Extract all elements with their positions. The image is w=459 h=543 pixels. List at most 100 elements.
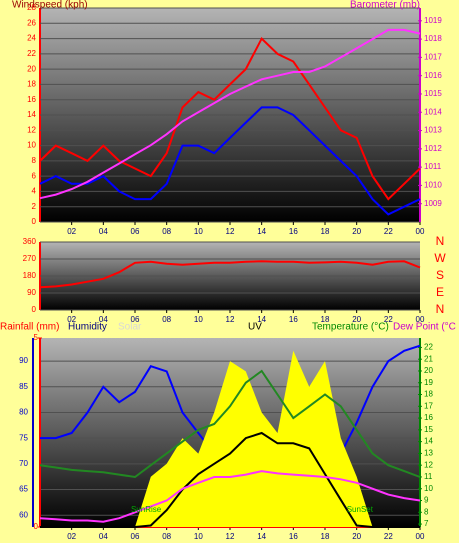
x-tick-label: 08	[162, 315, 171, 324]
y2-tick-label: 7	[424, 519, 429, 528]
x-tick-label: 02	[67, 532, 76, 541]
y-tick-label: 85	[19, 382, 28, 391]
legend-entry: Humidity	[68, 322, 107, 333]
y-tick-label: 75	[19, 433, 28, 442]
y2-tick-label: 11	[424, 472, 433, 481]
x-tick-label: 16	[289, 315, 298, 324]
y-tick-label: 22	[27, 49, 36, 58]
x-tick-label: 06	[131, 315, 140, 324]
x-tick-label: 12	[226, 227, 235, 236]
legend-entry: Rainfall (mm)	[0, 322, 59, 333]
y2-tick-label: 1017	[424, 52, 442, 61]
y-tick-label: 70	[19, 459, 28, 468]
y-tick-label: 0	[32, 305, 37, 314]
x-tick-label: 22	[384, 315, 393, 324]
y2-tick-label: 14	[424, 437, 433, 446]
annotation: SunSet	[347, 505, 374, 514]
series-line	[39, 369, 421, 479]
series-line	[39, 260, 421, 289]
y2-tick-label: 1013	[424, 126, 442, 135]
x-tick-label: 12	[226, 315, 235, 324]
y2-tick-label: 1014	[424, 107, 442, 116]
y-tick-label: 8	[32, 156, 37, 165]
y2-tick-label: 8	[424, 507, 429, 516]
x-tick-label: 20	[352, 315, 361, 324]
x-tick-label: 14	[257, 315, 266, 324]
series-line	[40, 431, 420, 528]
y2-tick-label: 1019	[424, 16, 442, 25]
x-tick-label: 08	[162, 532, 171, 541]
annotation: SunRise	[131, 505, 162, 514]
x-tick-label: 06	[131, 532, 140, 541]
x-tick-label: 00	[416, 532, 425, 541]
y2-tick-label: 17	[424, 401, 433, 410]
y2-tick-label: W	[434, 251, 446, 265]
y2-tick-label: 1016	[424, 71, 442, 80]
y-tick-label: 10	[27, 141, 36, 150]
x-tick-label: 10	[194, 315, 203, 324]
legend-entry: Solar	[118, 322, 142, 333]
y-tick-label: 2	[32, 202, 37, 211]
x-tick-label: 06	[131, 227, 140, 236]
series-line	[39, 36, 421, 201]
legend-entry: Dew Point (°C	[393, 322, 456, 333]
y2-tick-label: N	[436, 234, 445, 248]
series-line	[39, 470, 421, 523]
y-tick-label: 65	[19, 485, 28, 494]
y2-tick-label: 22	[424, 343, 433, 352]
y-tick-label: 90	[27, 288, 36, 297]
y2-tick-label: 1015	[424, 89, 442, 98]
x-tick-label: 02	[67, 227, 76, 236]
x-tick-label: 20	[352, 227, 361, 236]
y-tick-label: 26	[27, 18, 36, 27]
y-tick-label: 24	[27, 34, 36, 43]
y2-tick-label: 1012	[424, 144, 442, 153]
y-tick-label: 60	[19, 510, 28, 519]
y2-tick-label: 13	[424, 449, 433, 458]
x-tick-label: 04	[99, 532, 108, 541]
x-tick-label: 18	[321, 532, 330, 541]
x-tick-label: 12	[226, 532, 235, 541]
y-tick-label: 28	[27, 3, 36, 12]
y-tick-label: 12	[27, 125, 36, 134]
x-tick-label: 16	[289, 532, 298, 541]
x-tick-label: 10	[194, 532, 203, 541]
y2-tick-label: 1009	[424, 199, 442, 208]
x-tick-label: 02	[67, 315, 76, 324]
y-tick-label: 18	[27, 80, 36, 89]
x-tick-label: 04	[99, 227, 108, 236]
y-tick-label: 80	[19, 408, 28, 417]
x-tick-label: 08	[162, 227, 171, 236]
legend-entry: UV	[248, 322, 262, 333]
y3-tick-label: 0	[34, 522, 39, 531]
series-line	[39, 28, 421, 200]
y2-tick-label: E	[436, 285, 444, 299]
y2-tick-label: 18	[424, 390, 433, 399]
y2-tick-label: N	[436, 302, 445, 316]
x-tick-label: 18	[321, 227, 330, 236]
series-line	[39, 106, 421, 216]
y-tick-label: 90	[19, 356, 28, 365]
y-axis-title: Windspeed (kph)	[12, 0, 88, 11]
x-tick-label: 10	[194, 227, 203, 236]
y2-tick-label: 9	[424, 496, 429, 505]
y-tick-label: 20	[27, 64, 36, 73]
x-tick-label: 14	[257, 532, 266, 541]
legend-entry: Temperature (°C)	[312, 322, 389, 333]
y2-tick-label: 1011	[424, 162, 442, 171]
y2-axis-title: Barometer (mb)	[350, 0, 420, 11]
y2-tick-label: S	[436, 268, 444, 282]
y2-tick-label: 16	[424, 413, 433, 422]
y-tick-label: 4	[32, 187, 37, 196]
x-tick-label: 18	[321, 315, 330, 324]
y2-tick-label: 19	[424, 378, 433, 387]
y-tick-label: 180	[23, 271, 37, 280]
y2-tick-label: 1018	[424, 34, 442, 43]
y-tick-label: 0	[32, 217, 37, 226]
y-tick-label: 360	[23, 237, 37, 246]
y2-tick-label: 21	[424, 354, 433, 363]
x-tick-label: 14	[257, 227, 266, 236]
y2-tick-label: 20	[424, 366, 433, 375]
